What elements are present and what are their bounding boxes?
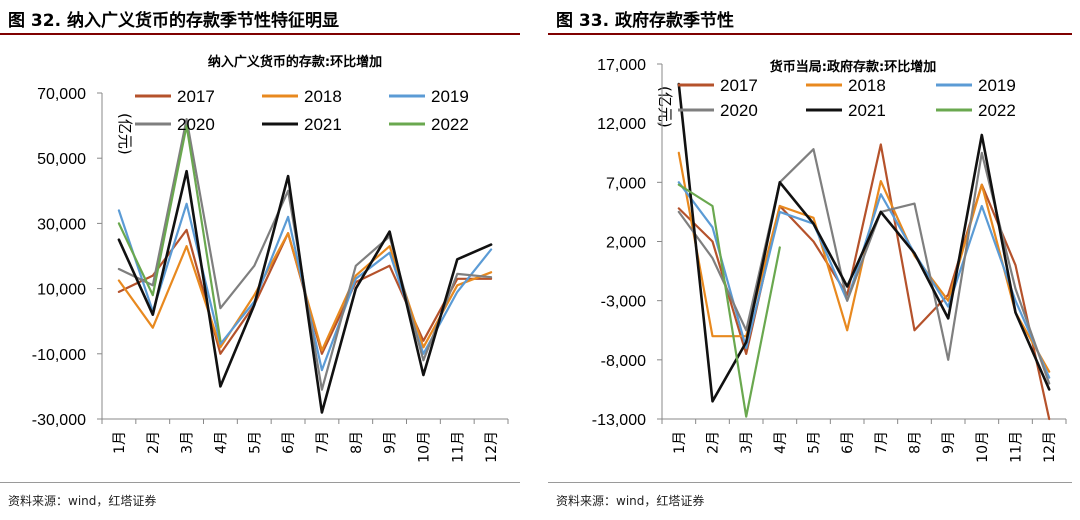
y-tick-label: -3,000 — [601, 294, 646, 311]
x-tick-label: 2月 — [146, 431, 162, 454]
x-tick-label: 11月 — [450, 431, 466, 463]
x-tick-label: 10月 — [975, 431, 991, 463]
x-tick-label: 12月 — [1042, 431, 1058, 463]
footer-rule — [0, 482, 520, 483]
y-tick-label: 70,000 — [37, 86, 86, 103]
y-tick-label: 2,000 — [606, 235, 646, 252]
y-tick-label: -10,000 — [32, 347, 86, 364]
x-tick-label: 11月 — [1009, 431, 1025, 463]
y-axis-unit-label: (亿元) — [116, 113, 134, 155]
y-tick-label: 17,000 — [597, 57, 646, 74]
legend-label-2019: 2019 — [431, 87, 469, 106]
x-tick-label: 2月 — [706, 431, 722, 454]
chart-title: 货币当局:政府存款:环比增加 — [770, 59, 936, 75]
x-tick-label: 1月 — [112, 431, 128, 454]
y-tick-label: -8,000 — [601, 353, 646, 370]
chart-title: 纳入广义货币的存款:环比增加 — [208, 54, 382, 70]
x-tick-label: 7月 — [315, 431, 331, 454]
x-tick-label: 8月 — [908, 431, 924, 454]
y-axis-unit-label: (亿元) — [656, 86, 674, 128]
series-line-2017 — [677, 143, 1051, 421]
line-chart: 纳入广义货币的存款:环比增加 (亿元) -30,000 -10,000 10,000 30… — [32, 54, 509, 463]
x-tick-label: 9月 — [383, 431, 399, 454]
x-tick-label: 3月 — [739, 431, 755, 454]
x-tick-label: 5月 — [247, 431, 263, 454]
title-rule — [0, 33, 520, 35]
series-line-2020 — [677, 148, 1051, 385]
footer-rule — [548, 482, 1072, 483]
legend-label-2020: 2020 — [720, 101, 758, 120]
x-tick-label: 3月 — [180, 431, 196, 454]
x-tick-label: 4月 — [213, 431, 229, 454]
legend-label-2020: 2020 — [177, 115, 215, 134]
x-tick-label: 6月 — [840, 431, 856, 454]
y-tick-label: 7,000 — [606, 175, 646, 192]
legend-label-2021: 2021 — [304, 115, 342, 134]
x-tick-label: 9月 — [941, 431, 957, 454]
x-tick-label: 12月 — [484, 431, 500, 463]
x-tick-label: 8月 — [349, 431, 365, 454]
legend-label-2022: 2022 — [431, 115, 469, 134]
legend-label-2021: 2021 — [848, 101, 886, 120]
x-tick-label: 10月 — [416, 431, 432, 463]
legend-label-2019: 2019 — [978, 76, 1016, 95]
legend-label-2018: 2018 — [848, 76, 886, 95]
series-line-2020 — [117, 117, 493, 391]
line-chart: 货币当局:政府存款:环比增加 (亿元) -13,000 -8,000 -3,000 2,0… — [592, 57, 1067, 463]
figure-title: 图 33. 政府存款季节性 — [556, 11, 734, 31]
y-tick-label: 10,000 — [37, 282, 86, 299]
x-tick-label: 4月 — [773, 431, 789, 454]
legend-label-2018: 2018 — [304, 87, 342, 106]
series-line-2022 — [677, 183, 781, 418]
series-line-2021 — [117, 169, 493, 414]
figure-title: 图 32. 纳入广义货币的存款季节性特征明显 — [8, 11, 339, 31]
chart-panel-right: 图 33. 政府存款季节性 货币当局:政府存款:环比增加 (亿元) -13,000 -… — [548, 0, 1080, 520]
y-tick-label: 12,000 — [597, 116, 646, 133]
source-note: 资料来源：wind，红塔证券 — [556, 494, 705, 508]
legend-label-2022: 2022 — [978, 101, 1016, 120]
title-rule — [548, 33, 1072, 35]
legend-label-2017: 2017 — [720, 76, 758, 95]
x-tick-label: 6月 — [281, 431, 297, 454]
y-tick-label: 50,000 — [37, 151, 86, 168]
y-tick-label: 30,000 — [37, 216, 86, 233]
chart-panel-left: 图 32. 纳入广义货币的存款季节性特征明显 纳入广义货币的存款:环比增加 (亿元… — [0, 0, 528, 520]
x-tick-label: 1月 — [672, 431, 688, 454]
series-line-2021 — [677, 82, 1051, 403]
y-tick-label: -30,000 — [32, 412, 86, 429]
x-tick-label: 7月 — [874, 431, 890, 454]
x-tick-label: 5月 — [807, 431, 823, 454]
source-note: 资料来源：wind，红塔证券 — [8, 494, 157, 508]
y-tick-label: -13,000 — [592, 412, 646, 429]
series-line-2022 — [117, 124, 222, 342]
legend-label-2017: 2017 — [177, 87, 215, 106]
